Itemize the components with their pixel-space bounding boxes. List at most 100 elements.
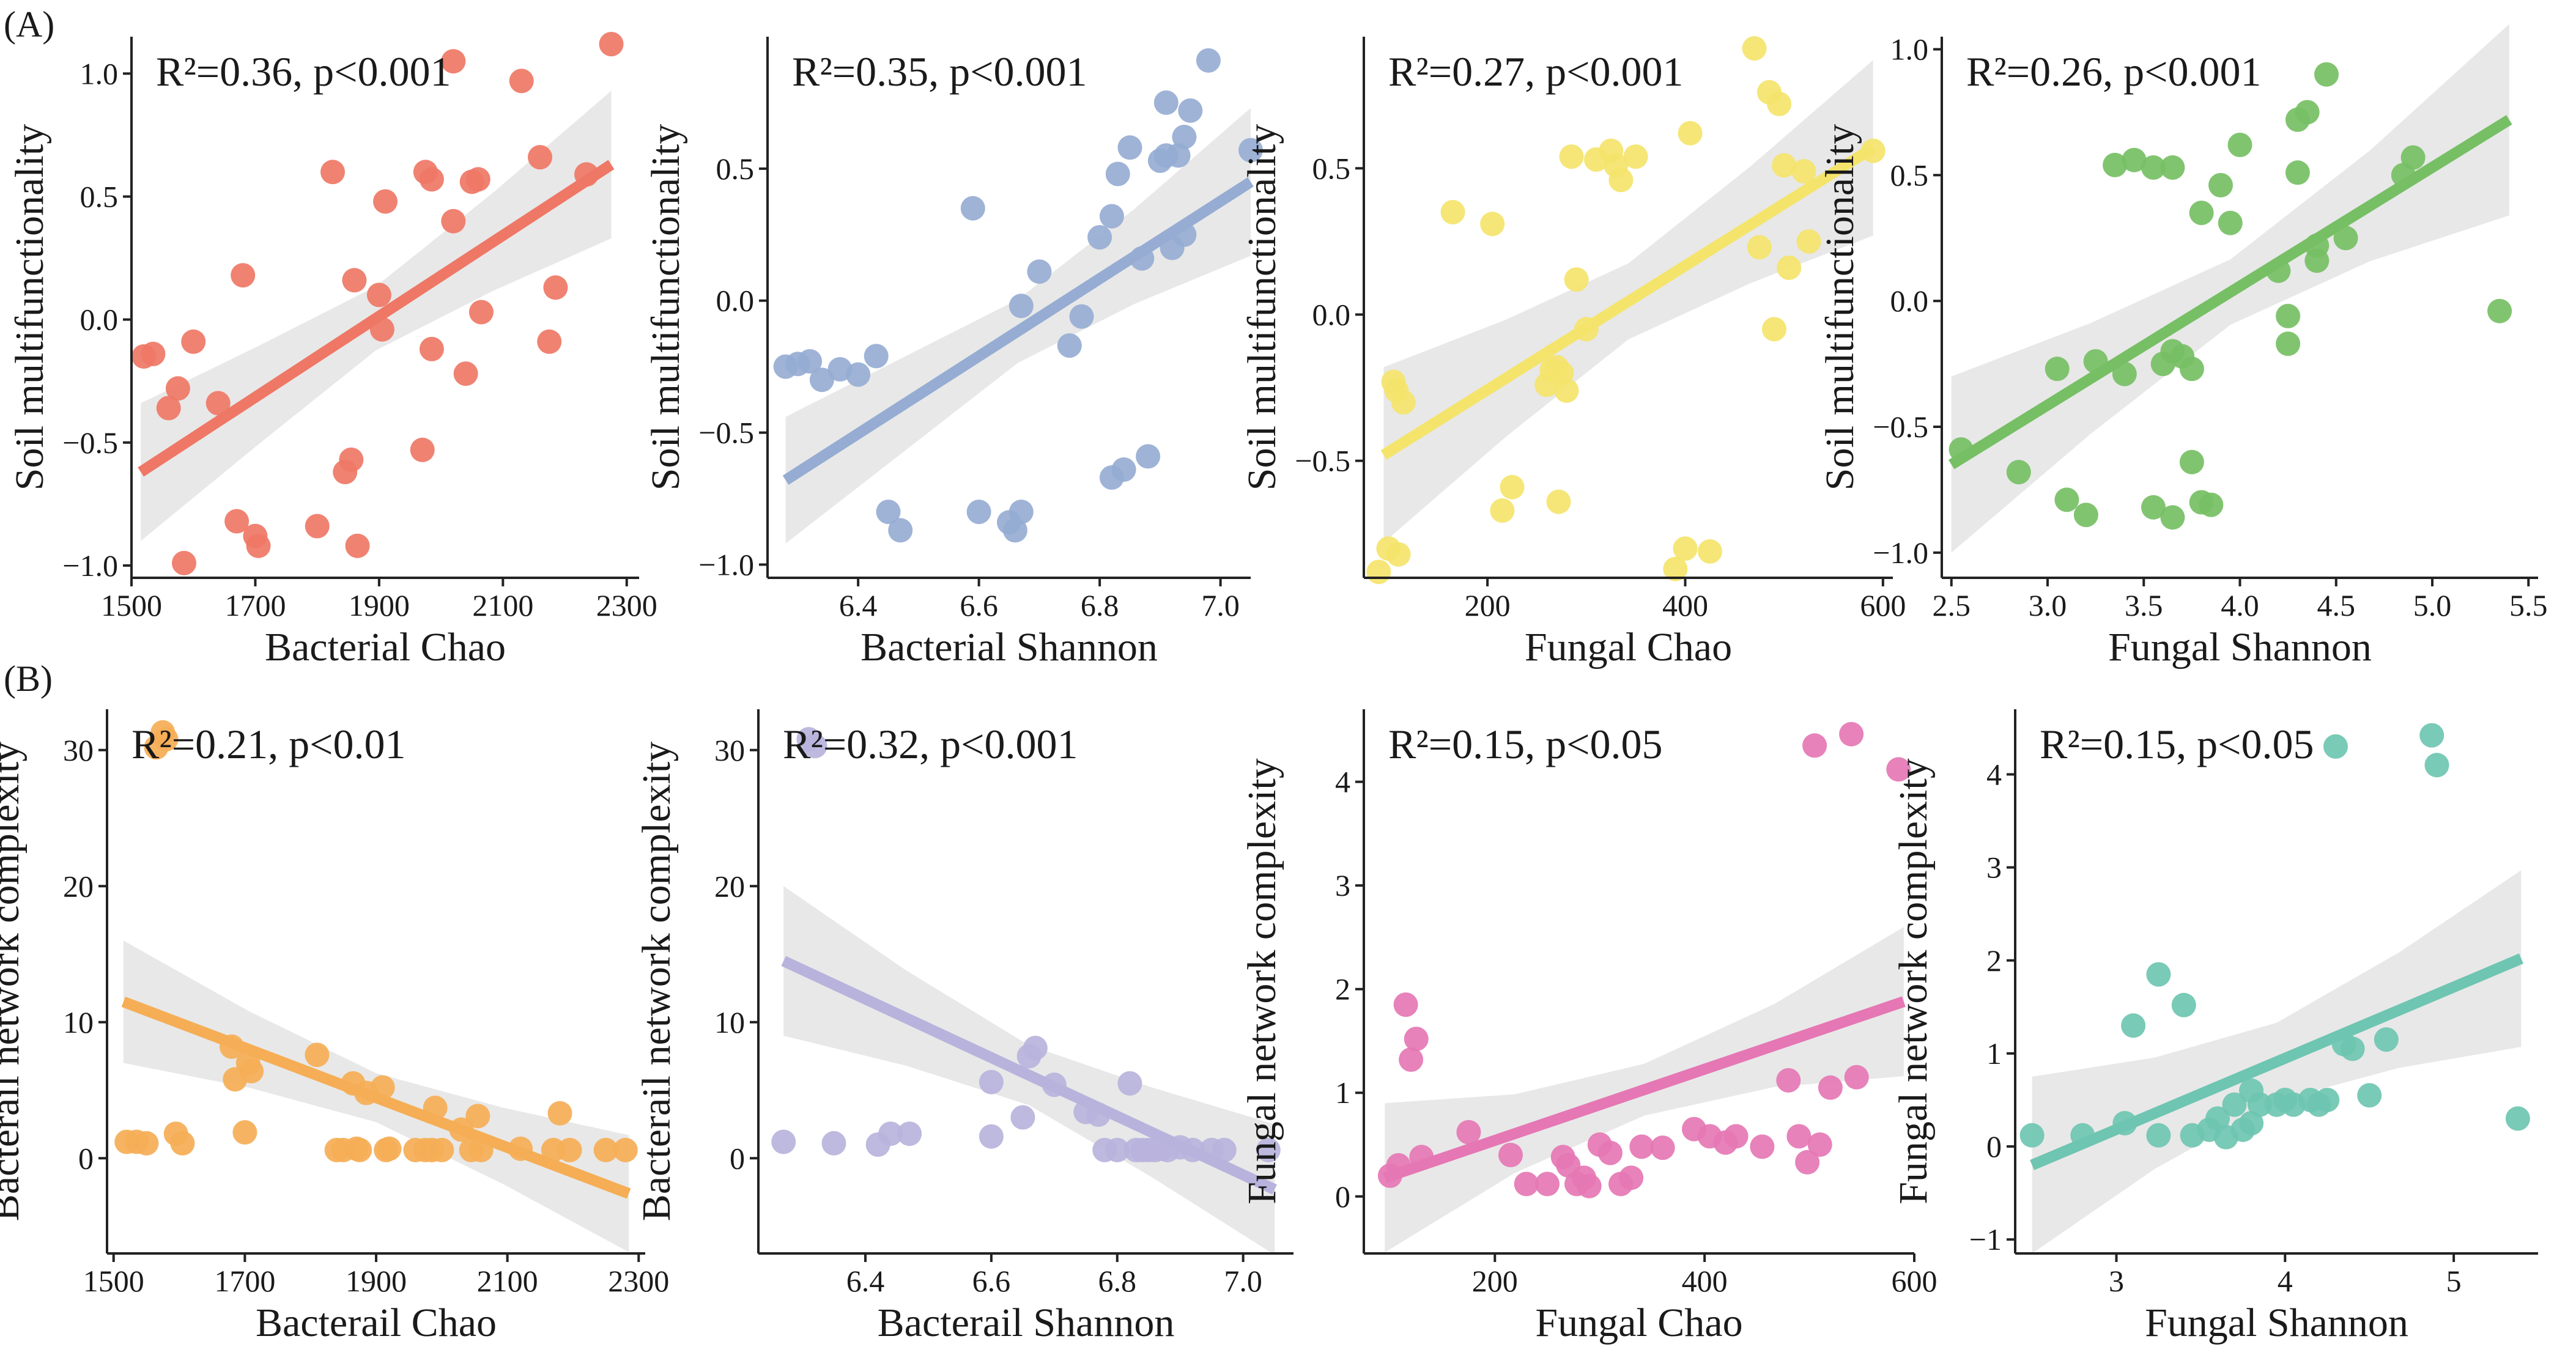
chart-3-point-6	[1391, 390, 1416, 415]
chart-7: 200 400 600 0 1 2 3 4 Fungal Chao Fungal network …	[1240, 709, 1938, 1345]
chart-7-point-7	[1456, 1120, 1481, 1145]
chart-6-x-tick-label-3: 6.8	[1098, 1264, 1137, 1298]
chart-5-x-tick-label-3: 1900	[346, 1264, 407, 1298]
chart-8-point-6	[2146, 962, 2171, 987]
chart-5-x-tick-label-5: 2300	[608, 1264, 669, 1298]
chart-1-point-29	[465, 167, 490, 192]
chart-3-y-tick-label-1: −0.5	[1295, 444, 1350, 478]
chart-8-point-7	[2171, 992, 2196, 1017]
chart-1-point-32	[528, 145, 552, 170]
chart-2-point-31	[1166, 143, 1191, 168]
chart-3: 200 400 600 −0.5 0.0 0.5 Fungal Chao Soil multi…	[1240, 36, 1906, 670]
chart-7-point-5	[1404, 1027, 1429, 1052]
chart-3-point-14	[1546, 489, 1571, 514]
chart-8-y-tick-label-6: 4	[1986, 757, 2002, 791]
chart-3-point-30	[1747, 235, 1772, 260]
chart-2-x-tick-label-4: 7.0	[1201, 588, 1240, 622]
chart-6-x-tick-label-4: 7.0	[1224, 1264, 1262, 1298]
chart-4-point-26	[2276, 303, 2301, 328]
chart-5-y-tick-label-1: 0	[78, 1141, 94, 1175]
chart-6-point-7	[897, 1121, 922, 1146]
chart-8-x-tick-label-3: 5	[2446, 1264, 2462, 1298]
chart-4-point-9	[2122, 147, 2147, 172]
chart-2-point-26	[1136, 444, 1161, 469]
chart-8-y-tick-label-5: 3	[1986, 851, 2002, 885]
chart-1-y-axis-title: Soil multifunctionality	[7, 124, 52, 490]
chart-1-point-34	[543, 275, 568, 300]
chart-8-point-28	[2419, 723, 2445, 748]
chart-4-point-14	[2160, 155, 2185, 180]
chart-4-point-2	[2006, 460, 2031, 485]
chart-1-point-12	[305, 514, 330, 539]
chart-4-point-36	[2400, 145, 2426, 170]
chart-7-y-tick-label-1: 0	[1335, 1179, 1350, 1214]
chart-6-fit-line	[781, 956, 1277, 1195]
chart-4-y-tick-label-4: 0.5	[1890, 158, 1929, 192]
chart-1-point-6	[181, 329, 206, 354]
chart-3-point-32	[1762, 317, 1786, 342]
chart-5-y-tick-label-4: 30	[63, 733, 94, 767]
chart-2-y-axis-title: Soil multifunctionality	[643, 124, 688, 490]
chart-3-point-16	[1554, 378, 1579, 403]
chart-1-point-11	[246, 533, 271, 558]
chart-6-y-axis-title: Bacterail network complexity	[634, 742, 679, 1221]
chart-1-x-tick-label-4: 2100	[472, 588, 533, 622]
chart-1-point-18	[366, 282, 391, 308]
chart-6-point-10	[1010, 1105, 1035, 1130]
chart-2-y-tick-label-1: −1.0	[698, 547, 754, 581]
chart-7-point-3	[1393, 992, 1418, 1017]
chart-7-point-25	[1723, 1124, 1749, 1149]
chart-7-point-4	[1399, 1047, 1424, 1072]
chart-4-x-tick-label-2: 3.0	[2029, 588, 2067, 622]
chart-6-x-axis-title: Bacterail Shannon	[878, 1301, 1175, 1345]
chart-6-y-tick-label-2: 10	[714, 1005, 745, 1039]
chart-1: 1500 1700 1900 2100 2300 −1.0 −0.5 0.0 0.5 1.0 Bac…	[7, 32, 657, 670]
chart-4-point-13	[2160, 505, 2185, 530]
chart-3-point-18	[1564, 267, 1589, 292]
chart-2-point-7	[864, 344, 889, 369]
chart-8-point-10	[2205, 1106, 2230, 1131]
chart-1-point-3	[156, 396, 181, 421]
chart-2: 6.4 6.6 6.8 7.0 −1.0 −0.5 0.0 0.5 Bacterial Shan…	[643, 37, 1263, 670]
chart-1-y-tick-label-5: 1.0	[80, 56, 119, 90]
chart-4-point-18	[2179, 356, 2204, 382]
chart-8-point-12	[2222, 1092, 2247, 1117]
chart-7-y-tick-label-2: 1	[1335, 1076, 1350, 1110]
chart-2-point-35	[1196, 48, 1221, 73]
chart-5-point-36	[557, 1137, 582, 1162]
chart-2-x-tick-label-1: 6.4	[839, 588, 878, 622]
chart-1-y-tick-label-2: −0.5	[62, 426, 118, 460]
chart-4-point-30	[2295, 100, 2320, 125]
chart-7-point-29	[1795, 1150, 1820, 1175]
chart-2-point-20	[1099, 204, 1124, 229]
chart-4-point-33	[2314, 62, 2339, 87]
chart-1-point-16	[342, 268, 367, 293]
chart-7-point-20	[1629, 1134, 1654, 1159]
chart-8-y-tick-label-3: 1	[1986, 1036, 2002, 1071]
chart-4-point-22	[2208, 172, 2233, 197]
chart-5-point-38	[613, 1137, 638, 1162]
chart-7-point-31	[1807, 1132, 1832, 1157]
chart-1-y-tick-label-3: 0.0	[80, 303, 119, 337]
chart-5: 1500 1700 1900 2100 2300 0 10 20 30 Bacterail Cha…	[0, 709, 669, 1345]
chart-2-point-9	[888, 518, 913, 543]
chart-4-x-tick-label-5: 4.5	[2317, 588, 2356, 622]
chart-2-annotation: R²=0.35, p<0.001	[792, 48, 1087, 95]
chart-7-point-35	[1886, 757, 1911, 782]
chart-7-x-tick-label-2: 400	[1682, 1264, 1728, 1298]
chart-1-point-9	[231, 263, 256, 288]
chart-7-point-33	[1839, 721, 1864, 747]
chart-4-point-23	[2218, 210, 2243, 235]
chart-1-y-tick-label-1: −1.0	[62, 548, 118, 583]
chart-2-point-10	[960, 196, 985, 221]
chart-5-x-axis-title: Bacterail Chao	[256, 1301, 497, 1345]
chart-8-fit-line	[2030, 953, 2523, 1170]
chart-1-point-36	[599, 32, 624, 57]
chart-8-point-29	[2424, 753, 2449, 778]
chart-3-x-axis-title: Fungal Chao	[1525, 625, 1732, 670]
chart-2-point-23	[1111, 457, 1136, 482]
chart-1-x-tick-label-1: 1500	[101, 588, 162, 622]
chart-1-annotation: R²=0.36, p<0.001	[156, 48, 451, 95]
chart-1-x-axis-title: Bacterial Chao	[265, 625, 506, 670]
chart-3-point-9	[1490, 498, 1515, 523]
